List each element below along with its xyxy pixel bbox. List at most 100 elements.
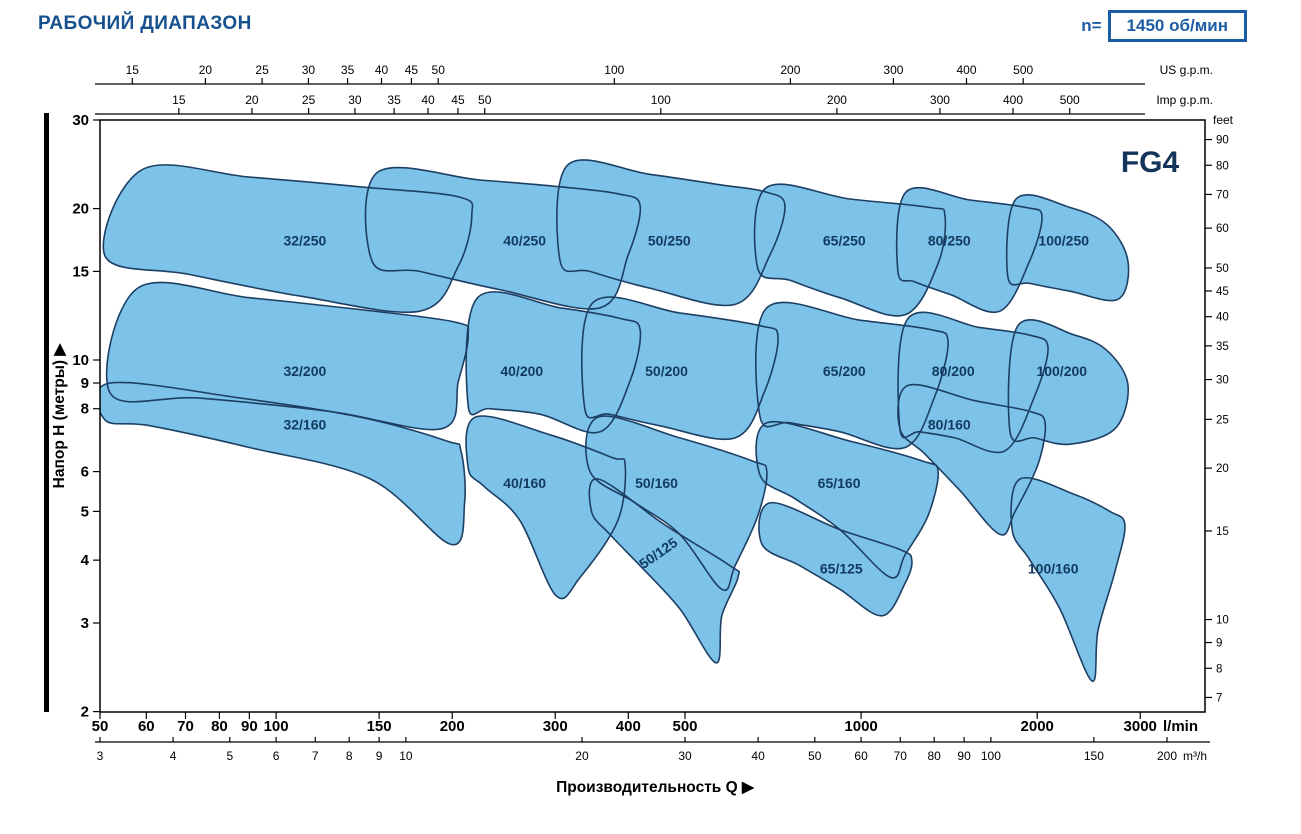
region-area-80-250 xyxy=(896,187,1043,313)
axis-us-gpm-tick-label: 40 xyxy=(375,63,389,77)
axis-left-tick-label: 4 xyxy=(81,552,90,569)
axis-us-gpm-tick-label: 15 xyxy=(126,63,140,77)
region-outline-50-160 xyxy=(585,415,768,592)
axis-lmin-tick-label: 3000 xyxy=(1124,718,1157,735)
axis-m3h-tick-label: 200 xyxy=(1157,749,1177,763)
axis-imp-gpm-tick-label: 25 xyxy=(302,93,316,107)
axis-imp-gpm-tick-label: 20 xyxy=(245,93,259,107)
region-label-80-200: 80/200 xyxy=(932,363,975,379)
region-label-100-200: 100/200 xyxy=(1036,363,1087,379)
region-outline-40-250 xyxy=(364,166,642,310)
region-outline-65-200 xyxy=(754,301,949,450)
axis-left-tick-label: 9 xyxy=(81,375,89,392)
region-label-100-250: 100/250 xyxy=(1038,232,1089,248)
axis-lmin-tick-label: 300 xyxy=(543,718,568,735)
axis-m3h-tick-label: 10 xyxy=(399,749,413,763)
region-label-100-160: 100/160 xyxy=(1028,561,1079,577)
region-outline-100-160 xyxy=(1010,476,1126,682)
region-label-65-160: 65/160 xyxy=(818,475,861,491)
axis-imp-gpm-tick-label: 15 xyxy=(172,93,186,107)
region-outline-32-250 xyxy=(102,164,474,314)
axis-m3h-tick-label: 4 xyxy=(170,749,177,763)
axis-left-tick-label: 6 xyxy=(81,464,89,481)
axis-right-tick-label: 35 xyxy=(1216,341,1229,353)
region-outline-40-200 xyxy=(465,291,642,434)
axis-m3h-tick-label: 20 xyxy=(575,749,589,763)
axis-lmin-tick-label: 90 xyxy=(241,718,258,735)
region-label-80-250: 80/250 xyxy=(928,232,971,248)
axis-right-tick-label: 40 xyxy=(1216,312,1229,324)
axis-right-tick-label: 70 xyxy=(1216,189,1229,201)
axis-left-tick-label: 3 xyxy=(81,615,89,632)
speed-prefix-label: n= xyxy=(1081,16,1102,36)
axis-right-tick-label: 25 xyxy=(1216,414,1229,426)
axis-m3h-tick-label: 3 xyxy=(97,749,104,763)
axis-imp-gpm-tick-label: 300 xyxy=(930,93,950,107)
axis-lmin-tick-label: 60 xyxy=(138,718,155,735)
axis-right-tick-label: 7 xyxy=(1216,692,1222,704)
region-outline-65-250 xyxy=(753,183,947,317)
axis-m3h-tick-label: 70 xyxy=(894,749,908,763)
axis-us-gpm-tick-label: 35 xyxy=(341,63,355,77)
region-outline-80-250 xyxy=(895,186,1043,314)
region-label-65-250: 65/250 xyxy=(823,232,866,248)
region-label-32-250: 32/250 xyxy=(283,232,326,248)
axis-imp-gpm-unit-label: Imp g.p.m. xyxy=(1156,93,1213,107)
region-outline-50-125 xyxy=(588,478,741,664)
axis-imp-gpm-tick-label: 400 xyxy=(1003,93,1023,107)
speed-value-box: 1450 об/мин xyxy=(1107,10,1247,43)
axis-right-tick-label: 10 xyxy=(1216,615,1229,627)
axis-m3h-tick-label: 7 xyxy=(312,749,319,763)
y-axis-accent-bar xyxy=(44,113,49,712)
axis-m3h-tick-label: 6 xyxy=(273,749,280,763)
axis-m3h-tick-label: 9 xyxy=(376,749,383,763)
region-outline-65-125 xyxy=(758,501,913,617)
axis-right-tick-label: 90 xyxy=(1216,135,1229,147)
axis-us-gpm-tick-label: 100 xyxy=(604,63,624,77)
axis-lmin-tick-label: 50 xyxy=(92,718,109,735)
axis-lmin-tick-label: 2000 xyxy=(1021,718,1054,735)
region-label-32-160: 32/160 xyxy=(283,416,326,432)
axis-right-tick-label: 15 xyxy=(1216,526,1229,538)
axis-m3h-tick-label: 40 xyxy=(751,749,765,763)
region-area-50-160 xyxy=(585,416,767,591)
axis-us-gpm-tick-label: 25 xyxy=(255,63,269,77)
region-label-40-200: 40/200 xyxy=(500,363,543,379)
axis-m3h-tick-label: 80 xyxy=(928,749,942,763)
region-label-65-125: 65/125 xyxy=(820,561,863,577)
axis-left-tick-label: 2 xyxy=(81,704,89,721)
axis-left-tick-label: 8 xyxy=(81,401,89,418)
axis-m3h-tick-label: 5 xyxy=(226,749,233,763)
plot-border xyxy=(99,119,1206,713)
axis-us-gpm-tick-label: 200 xyxy=(780,63,800,77)
axis-left-tick-label: 30 xyxy=(72,112,89,129)
axis-imp-gpm-tick-label: 500 xyxy=(1060,93,1080,107)
axis-left-tick-label: 5 xyxy=(81,503,89,520)
axis-lmin-tick-label: 400 xyxy=(616,718,641,735)
axis-m3h-tick-label: 60 xyxy=(854,749,868,763)
region-outline-100-250 xyxy=(1005,193,1130,302)
region-label-40-250: 40/250 xyxy=(503,232,546,248)
axis-right-tick-label: 9 xyxy=(1216,638,1222,650)
axis-imp-gpm-tick-label: 40 xyxy=(421,93,435,107)
region-area-100-160 xyxy=(1011,477,1125,682)
axis-imp-gpm-tick-label: 30 xyxy=(348,93,362,107)
region-area-32-160 xyxy=(100,382,466,545)
axis-lmin-tick-label: 200 xyxy=(440,718,465,735)
axis-us-gpm-tick-label: 400 xyxy=(956,63,976,77)
axis-right-tick-label: 80 xyxy=(1216,160,1229,172)
x-axis-title: Производительность Q ▶ xyxy=(556,779,755,796)
region-label-40-160: 40/160 xyxy=(503,475,546,491)
axis-left-tick-label: 20 xyxy=(72,201,89,218)
axis-m3h-tick-label: 90 xyxy=(957,749,971,763)
axis-us-gpm-unit-label: US g.p.m. xyxy=(1160,63,1213,77)
page-title: РАБОЧИЙ ДИАПАЗОН xyxy=(38,13,252,34)
axis-m3h-tick-label: 50 xyxy=(808,749,822,763)
region-area-50-200 xyxy=(581,297,779,440)
axis-lmin-tick-label: 80 xyxy=(211,718,228,735)
region-area-100-250 xyxy=(1006,194,1129,301)
axis-imp-gpm-tick-label: 100 xyxy=(651,93,671,107)
axis-left-tick-label: 10 xyxy=(72,352,89,369)
